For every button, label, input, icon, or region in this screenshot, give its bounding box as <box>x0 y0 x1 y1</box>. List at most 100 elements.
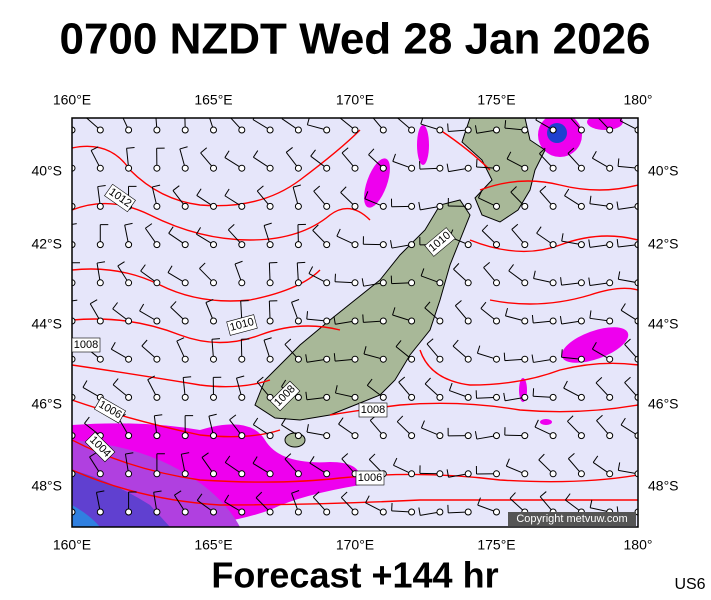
barb-feather <box>452 339 459 347</box>
station <box>125 241 133 249</box>
station <box>436 126 444 134</box>
station <box>436 432 444 440</box>
barb-feather <box>229 414 237 421</box>
station <box>238 164 246 172</box>
station <box>464 126 472 134</box>
barb-feather <box>170 301 177 308</box>
station <box>464 241 472 249</box>
station <box>521 202 529 210</box>
barb-feather <box>147 375 156 381</box>
barb-shaft <box>72 129 73 130</box>
barb-feather <box>539 185 547 192</box>
station <box>379 393 387 401</box>
barb-feather <box>338 417 344 425</box>
station <box>181 355 189 363</box>
station <box>125 393 133 401</box>
station <box>238 432 246 440</box>
station <box>549 393 557 401</box>
barb-feather <box>195 227 202 235</box>
station <box>577 126 585 134</box>
barb-feather <box>255 491 263 499</box>
station <box>323 279 331 287</box>
barb-feather <box>201 452 209 458</box>
barb-feather <box>55 419 59 426</box>
station <box>493 241 500 249</box>
lat-label: 44°S <box>31 316 62 332</box>
station <box>521 432 529 440</box>
barb-feather <box>57 149 62 155</box>
station <box>266 279 274 287</box>
station <box>577 164 585 172</box>
barb-feather <box>252 150 259 158</box>
station <box>408 355 416 363</box>
station <box>153 470 161 478</box>
station <box>96 126 104 134</box>
station <box>294 508 302 516</box>
barb-feather <box>211 338 220 340</box>
barb-feather <box>418 201 421 210</box>
station <box>125 432 133 440</box>
barb-feather <box>596 110 602 115</box>
barb-feather <box>534 419 539 428</box>
station <box>294 164 302 172</box>
lon-label: 170°E <box>336 537 374 553</box>
station <box>549 126 557 134</box>
station <box>294 393 302 401</box>
lon-label: 160°E <box>53 537 91 553</box>
station <box>521 126 529 134</box>
isobar-label-box <box>71 337 101 353</box>
station <box>96 202 104 210</box>
station <box>606 126 614 134</box>
barb-feather <box>124 222 133 226</box>
station <box>408 126 416 134</box>
barb-feather <box>508 264 514 272</box>
barb-feather <box>563 380 568 389</box>
barb-feather <box>564 188 570 196</box>
station <box>181 202 189 210</box>
station <box>294 317 302 325</box>
barb-feather <box>368 453 376 460</box>
barb-feather <box>589 499 593 508</box>
barb-feather <box>420 118 424 125</box>
barb-feather <box>392 153 396 162</box>
station <box>351 241 359 249</box>
barb-feather <box>509 492 516 499</box>
barb-feather <box>120 108 127 111</box>
barb-feather <box>90 299 98 305</box>
lat-label: 40°S <box>648 163 679 179</box>
station <box>210 470 217 478</box>
station <box>549 202 557 210</box>
barb-feather <box>446 469 449 478</box>
isobar-label-text: 1006 <box>358 472 382 484</box>
station <box>351 202 359 210</box>
station <box>210 241 217 249</box>
barb-feather <box>306 424 309 433</box>
lon-label: 175°E <box>477 537 515 553</box>
station <box>351 355 359 363</box>
station <box>436 202 444 210</box>
station <box>408 241 416 249</box>
isobar-label-box <box>355 470 385 486</box>
station <box>379 508 387 516</box>
station <box>606 432 614 440</box>
isobar-label-box <box>104 183 136 213</box>
barb-feather <box>140 264 146 272</box>
station <box>96 470 104 478</box>
barb-feather <box>591 151 597 159</box>
isobar-label-text: 1008 <box>74 339 98 351</box>
barb-feather <box>305 391 308 400</box>
isobar-label: 1010 <box>226 314 258 336</box>
station <box>577 202 585 210</box>
barb-feather <box>55 113 59 120</box>
station <box>153 432 161 440</box>
barb-feather <box>339 111 344 117</box>
isobar-label-box <box>226 314 258 336</box>
lon-label: 170°E <box>336 92 374 108</box>
station <box>323 241 331 249</box>
station <box>606 317 614 325</box>
barb-feather <box>474 431 478 440</box>
barb-feather <box>446 163 449 172</box>
station <box>125 508 133 516</box>
barb-feather <box>334 385 338 394</box>
station <box>577 355 585 363</box>
